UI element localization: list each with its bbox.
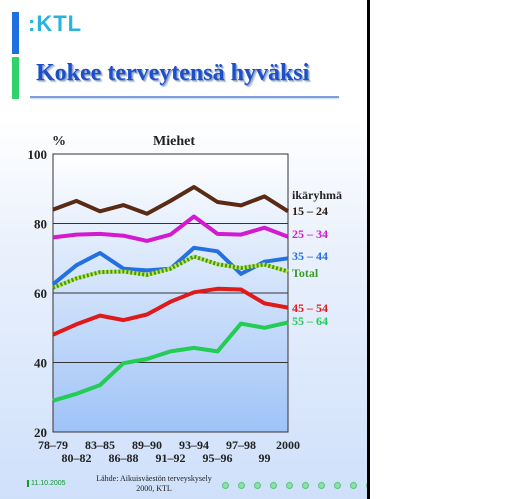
legend-label: 15 – 24 xyxy=(292,204,328,218)
slide-title: Kokee terveytensä hyväksi xyxy=(36,60,310,86)
slide: :KTL Kokee terveytensä hyväksi 20 40 60 80 1… xyxy=(0,0,367,499)
legend-label: 25 – 34 xyxy=(292,227,328,241)
nav-dots xyxy=(222,482,367,489)
x-tick-label: 91–92 xyxy=(156,451,186,465)
x-tick-label: 2000 xyxy=(276,438,300,452)
series-line-55-64 xyxy=(52,320,289,403)
y-axis-label: % xyxy=(52,134,66,149)
series-line-15-24 xyxy=(52,185,290,216)
x-tick-label: 78–79 xyxy=(38,438,68,452)
ktl-logo: :KTL xyxy=(28,11,83,36)
x-tick-label: 93–94 xyxy=(179,438,209,452)
x-tick-label: 95–96 xyxy=(203,451,233,465)
source-note: Lähde: Aikuisväestön terveyskysely 2000,… xyxy=(74,474,234,494)
title-underline xyxy=(30,96,339,98)
y-tick-label: 80 xyxy=(34,217,47,232)
x-tick-labels: 78–79 83–85 89–90 93–94 97–98 2000 80–82 86–88 9… xyxy=(38,438,300,465)
nav-dot xyxy=(350,482,357,489)
nav-dot xyxy=(238,482,245,489)
nav-dot xyxy=(334,482,341,489)
x-tick-label: 83–85 xyxy=(85,438,115,452)
series-line-45-54 xyxy=(52,286,289,337)
x-tick-label: 89–90 xyxy=(132,438,162,452)
x-tick-label: 99 xyxy=(259,451,271,465)
series-line-total xyxy=(52,254,289,290)
nav-dot xyxy=(254,482,261,489)
y-tick-labels: 20 40 60 80 100 xyxy=(28,147,48,440)
legend-label: 55 – 64 xyxy=(292,314,328,328)
source-line-1: Lähde: Aikuisväestön terveyskysely xyxy=(96,474,212,483)
nav-dot xyxy=(222,482,229,489)
y-tick-label: 60 xyxy=(34,286,47,301)
slide-border xyxy=(367,0,370,499)
legend-label: Total xyxy=(292,266,319,280)
x-tick-label: 80–82 xyxy=(62,451,92,465)
y-tick-label: 40 xyxy=(34,356,47,371)
chart-title: Miehet xyxy=(153,134,195,149)
x-tick-label: 97–98 xyxy=(226,438,256,452)
nav-dot xyxy=(318,482,325,489)
series-line-25-34 xyxy=(52,214,289,243)
source-line-2: 2000, KTL xyxy=(136,484,172,493)
series-lines xyxy=(51,185,290,403)
legend-label: 35 – 44 xyxy=(292,249,328,263)
nav-dot xyxy=(286,482,293,489)
x-tick-label: 86–88 xyxy=(109,451,139,465)
accent-bar-blue xyxy=(12,12,19,54)
y-tick-label: 100 xyxy=(28,147,48,162)
legend-title: ikäryhmä xyxy=(292,188,342,202)
accent-bar-green xyxy=(12,57,19,99)
nav-dot xyxy=(270,482,277,489)
legend-label: 45 – 54 xyxy=(292,301,328,315)
date-stamp: 11.10.2005 xyxy=(27,480,66,487)
nav-dot xyxy=(302,482,309,489)
line-chart: 20 40 60 80 100 78–79 83–85 89–90 93–94 97–98 200… xyxy=(28,134,343,465)
y-tick-label: 20 xyxy=(34,425,47,440)
